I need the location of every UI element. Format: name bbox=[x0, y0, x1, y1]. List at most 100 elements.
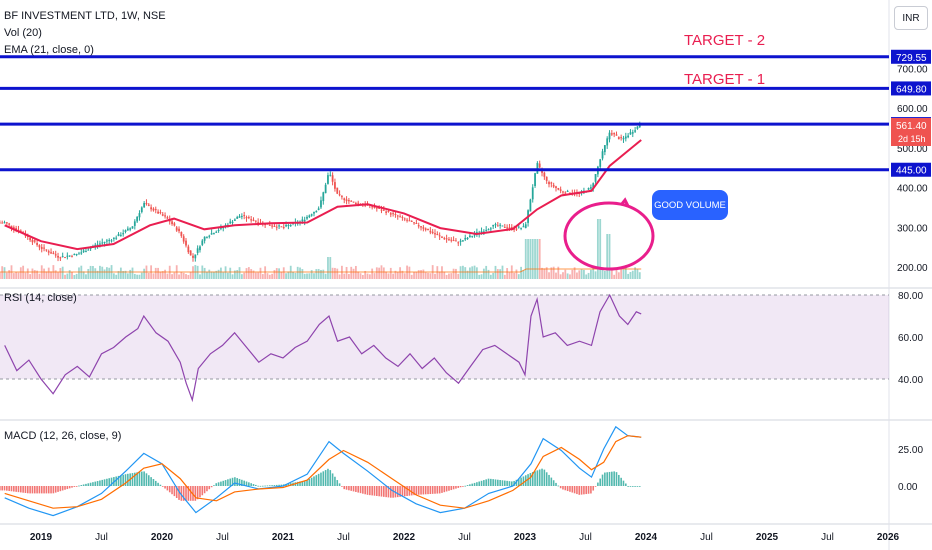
volume-bar bbox=[627, 273, 630, 279]
candle-body bbox=[534, 173, 536, 186]
candle-body bbox=[96, 244, 99, 246]
time-tick-label: Jul bbox=[579, 532, 592, 543]
candle-body bbox=[233, 219, 236, 221]
candle-body bbox=[336, 187, 339, 194]
volume-bar bbox=[608, 234, 611, 279]
candle-body bbox=[280, 226, 283, 228]
volume-bar bbox=[240, 274, 243, 279]
level-badge-label: 649.80 bbox=[896, 84, 927, 95]
candle-body bbox=[399, 216, 401, 218]
candle-body bbox=[310, 214, 313, 216]
macd-histogram-bar bbox=[618, 474, 620, 486]
volume-bar bbox=[466, 270, 469, 279]
time-tick-label: 2022 bbox=[393, 532, 416, 543]
macd-histogram-bar bbox=[383, 486, 385, 497]
macd-histogram-bar bbox=[620, 477, 622, 486]
candle-body bbox=[210, 233, 213, 235]
candle-body bbox=[510, 227, 513, 229]
volume-bar bbox=[408, 266, 411, 279]
currency-button[interactable]: INR bbox=[894, 6, 928, 30]
volume-bar bbox=[424, 272, 427, 279]
rsi-tick-label: 60.00 bbox=[898, 333, 923, 344]
volume-bar bbox=[624, 265, 627, 279]
candle-body bbox=[250, 219, 253, 221]
macd-histogram-bar bbox=[31, 486, 34, 494]
target-2-label: TARGET - 2 bbox=[684, 32, 766, 49]
volume-bar bbox=[92, 266, 94, 279]
volume-bar bbox=[464, 267, 467, 279]
volume-bar bbox=[50, 271, 52, 279]
volume-bar bbox=[136, 274, 139, 279]
volume-bar bbox=[122, 271, 125, 279]
candle-body bbox=[80, 252, 83, 254]
candle-body bbox=[64, 257, 66, 259]
volume-bar bbox=[105, 267, 108, 279]
candle-body bbox=[347, 200, 350, 202]
candle-body bbox=[389, 213, 392, 215]
candle-body bbox=[208, 235, 211, 237]
volume-bar bbox=[161, 271, 164, 279]
volume-bar bbox=[324, 273, 327, 279]
candle-body bbox=[329, 174, 332, 176]
macd-histogram-bar bbox=[501, 480, 504, 486]
candle-body bbox=[380, 209, 383, 211]
macd-histogram-bar bbox=[534, 471, 536, 486]
volume-bar bbox=[64, 274, 66, 279]
volume-bar bbox=[636, 269, 639, 279]
volume-bar bbox=[515, 269, 518, 279]
candle-body bbox=[515, 228, 518, 230]
volume-bar bbox=[119, 267, 122, 279]
price-tick-label: 200.00 bbox=[897, 263, 928, 274]
candle-body bbox=[375, 207, 378, 209]
volume-bar bbox=[371, 268, 374, 279]
candle-body bbox=[268, 224, 271, 226]
volume-bar bbox=[310, 270, 313, 279]
volume-bar bbox=[489, 274, 492, 279]
macd-histogram-bar bbox=[462, 486, 464, 487]
candle-body bbox=[538, 163, 541, 168]
volume-bar bbox=[320, 269, 322, 279]
volume-bar bbox=[329, 257, 332, 279]
macd-histogram-bar bbox=[608, 471, 611, 486]
level-badge bbox=[891, 81, 931, 96]
macd-histogram-bar bbox=[508, 481, 511, 486]
candle-body bbox=[140, 207, 143, 213]
macd-histogram-bar bbox=[506, 480, 508, 486]
candle-body bbox=[40, 247, 43, 249]
volume-bar bbox=[392, 273, 395, 279]
volume-bar bbox=[0, 272, 1, 279]
macd-histogram-bar bbox=[478, 481, 481, 486]
macd-histogram-bar bbox=[50, 486, 52, 494]
volume-bar bbox=[399, 267, 401, 279]
candle-body bbox=[189, 250, 192, 256]
volume-bar bbox=[61, 266, 64, 279]
candle-body bbox=[606, 138, 609, 146]
macd-histogram-bar bbox=[303, 480, 306, 486]
volume-bar bbox=[45, 271, 48, 279]
price-tick-label: 400.00 bbox=[897, 184, 928, 195]
candle-body bbox=[143, 203, 146, 208]
volume-bar bbox=[631, 270, 634, 279]
candle-body bbox=[634, 130, 637, 132]
volume-bar bbox=[548, 272, 550, 279]
macd-histogram-bar bbox=[485, 479, 487, 486]
macd-histogram-bar bbox=[280, 484, 283, 486]
macd-histogram-bar bbox=[529, 472, 532, 486]
candle-body bbox=[410, 220, 413, 222]
macd-histogram-bar bbox=[431, 486, 434, 494]
volume-bar bbox=[450, 273, 453, 279]
volume-bar bbox=[455, 268, 457, 279]
candle-body bbox=[594, 174, 597, 182]
macd-histogram-bar bbox=[245, 481, 248, 486]
volume-bar bbox=[413, 272, 415, 279]
candle-body bbox=[29, 237, 32, 241]
volume-bar bbox=[338, 274, 341, 279]
macd-histogram-bar bbox=[273, 485, 276, 486]
volume-bar bbox=[271, 273, 274, 279]
candle-body bbox=[394, 214, 397, 216]
volume-bar bbox=[206, 271, 208, 279]
macd-histogram-bar bbox=[40, 486, 43, 494]
volume-bar bbox=[208, 269, 211, 279]
volume-bar bbox=[503, 274, 506, 279]
